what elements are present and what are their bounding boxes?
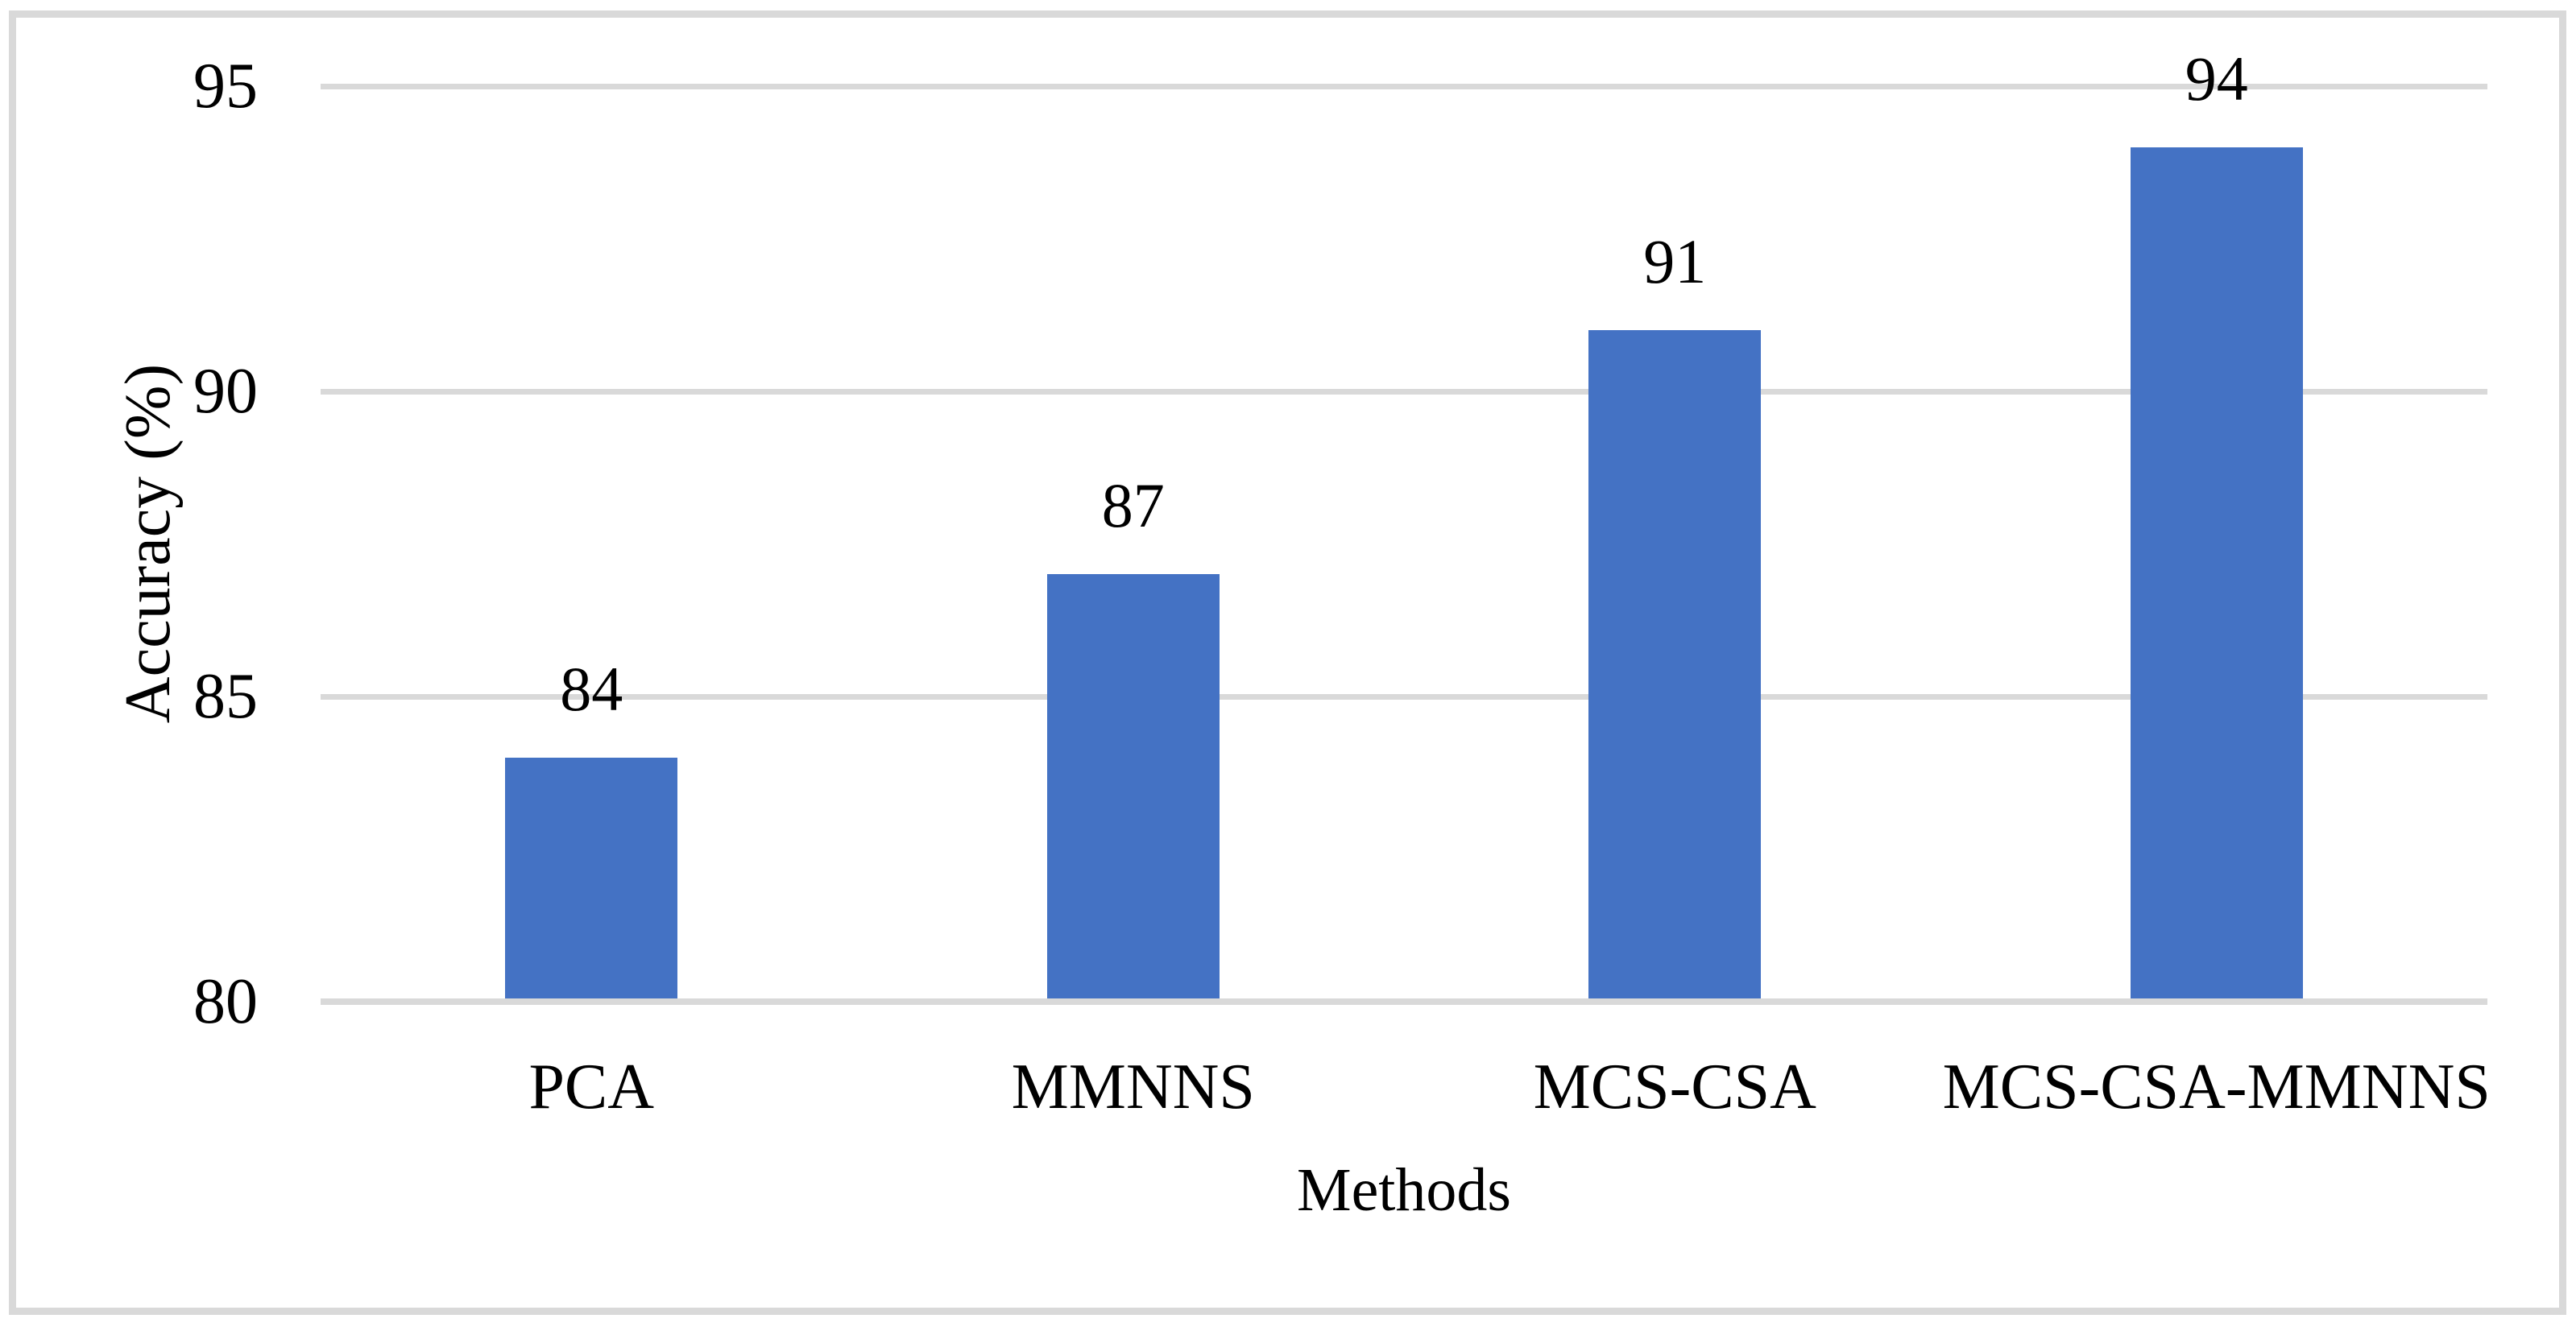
data-label-MMNNS: 87 [1101, 470, 1165, 541]
gridline-90 [321, 388, 2487, 395]
x-axis-title: Methods [1297, 1156, 1511, 1224]
y-tick-label-90: 90 [193, 356, 258, 427]
y-axis-title: Accuracy (%) [113, 363, 184, 724]
y-tick-label-85: 85 [193, 661, 258, 732]
x-axis-line [321, 998, 2487, 1005]
x-category-label-MCS-CSA: MCS-CSA [1533, 1052, 1816, 1122]
data-label-MCS-CSA: 91 [1643, 226, 1707, 297]
data-label-MCS-CSA-MMNNS: 94 [2185, 43, 2248, 114]
y-tick-label-95: 95 [193, 51, 258, 122]
data-label-PCA: 84 [560, 653, 623, 724]
bar-PCA [505, 757, 678, 1002]
gridline-95 [321, 83, 2487, 89]
x-category-label-MMNNS: MMNNS [1011, 1052, 1255, 1122]
bar-MCS-CSA-MMNNS [2130, 147, 2303, 1002]
gridline-85 [321, 693, 2487, 700]
y-tick-label-80: 80 [193, 966, 258, 1037]
bar-MCS-CSA [1588, 330, 1762, 1002]
x-category-label-MCS-CSA-MMNNS: MCS-CSA-MMNNS [1942, 1052, 2491, 1122]
x-category-label-PCA: PCA [528, 1052, 655, 1122]
bar-MMNNS [1046, 574, 1220, 1002]
